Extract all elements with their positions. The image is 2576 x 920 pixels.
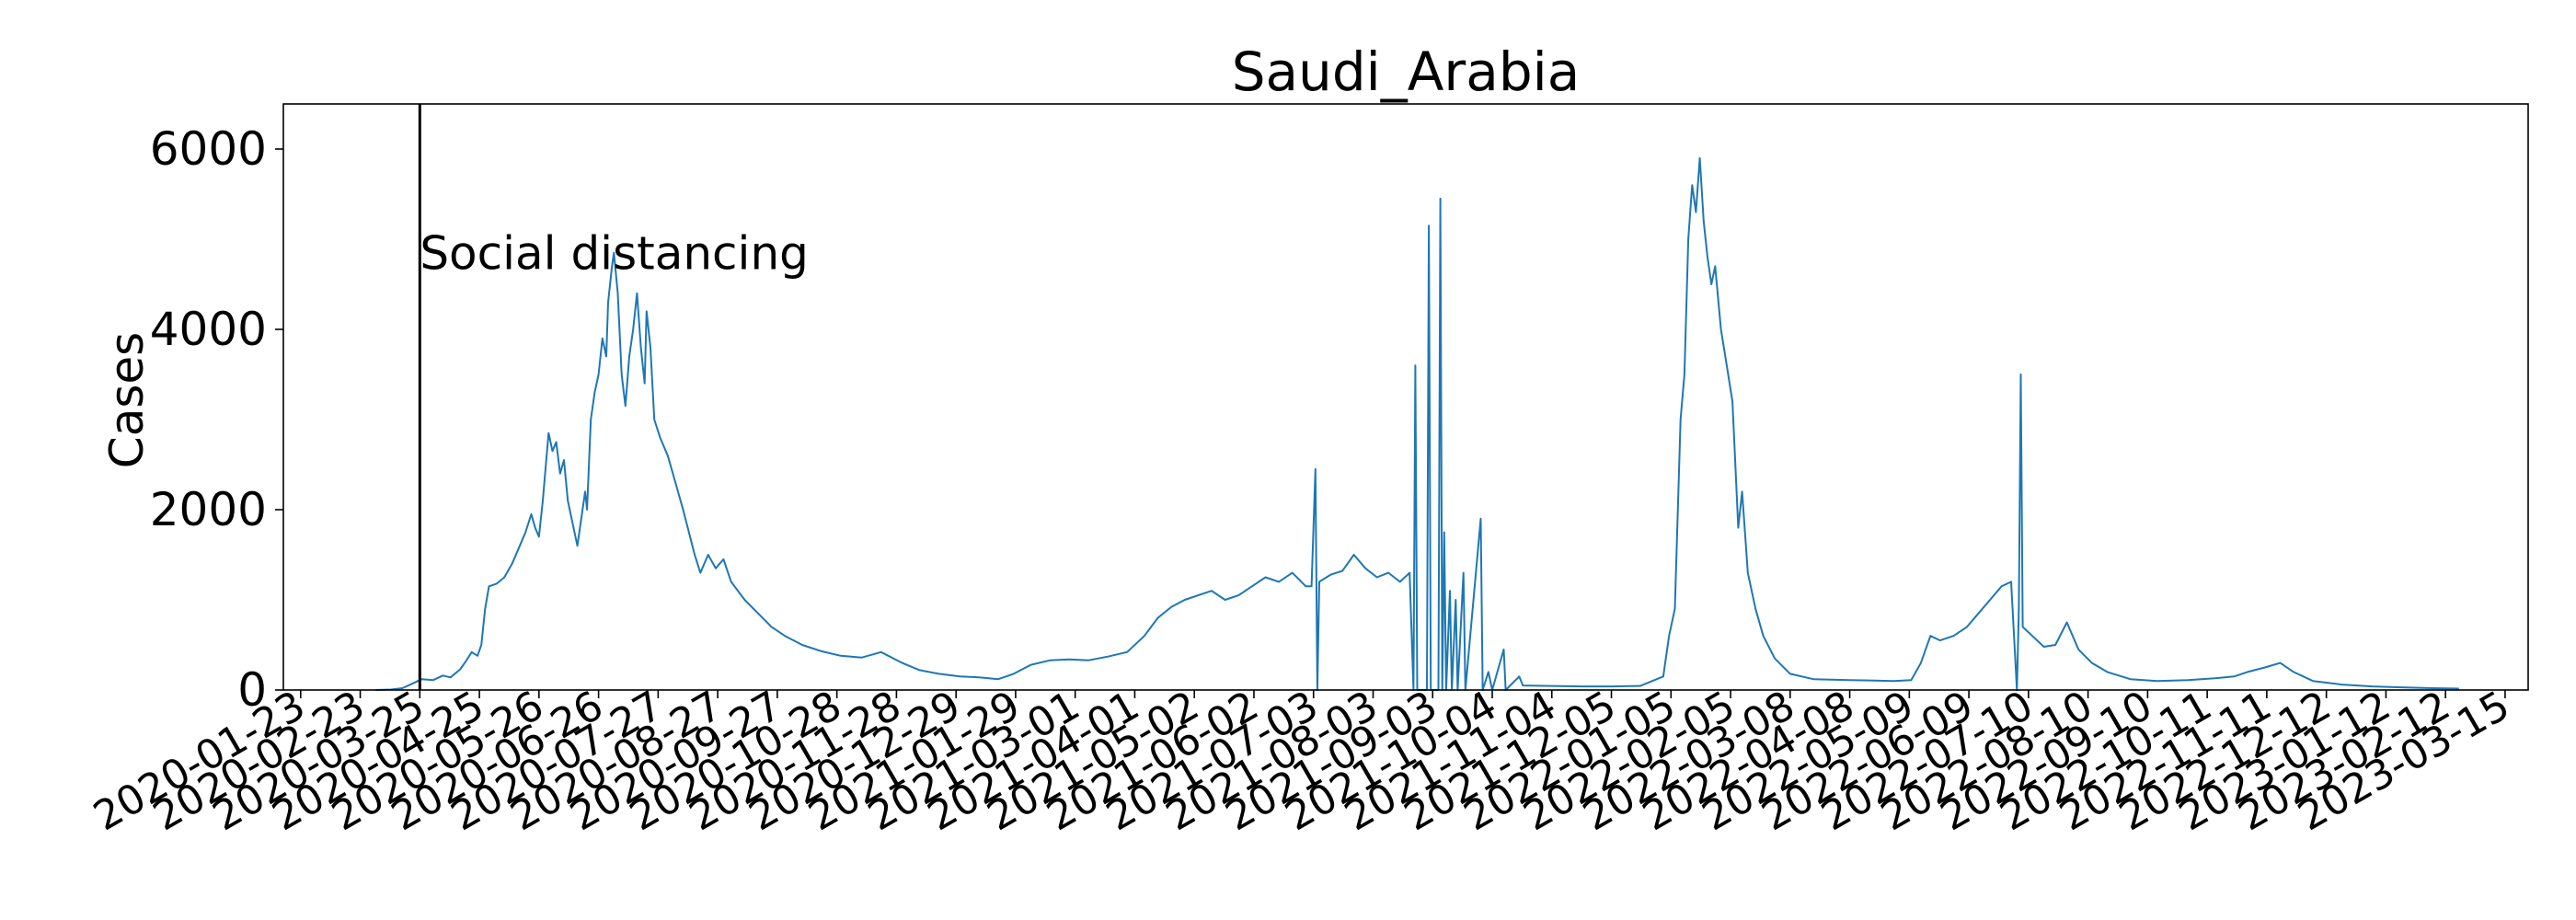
x-ticks: 2020-01-232020-02-232020-03-252020-04-25…	[86, 682, 2517, 840]
chart-title: Saudi_Arabia	[1232, 40, 1581, 103]
y-axis-label: Cases	[100, 332, 154, 468]
y-tick-label: 0	[237, 663, 267, 717]
y-tick-label: 4000	[150, 303, 267, 356]
plot-layer	[375, 156, 2459, 691]
social-distancing-label: Social distancing	[420, 227, 809, 281]
y-tick-label: 2000	[150, 483, 267, 536]
series-line-0	[375, 156, 2459, 691]
y-ticks: 0 2000 4000 6000	[150, 122, 283, 717]
plot-frame	[282, 103, 2529, 691]
y-tick-label: 6000	[150, 122, 267, 176]
annotation-layer: Social distancing	[418, 104, 809, 690]
